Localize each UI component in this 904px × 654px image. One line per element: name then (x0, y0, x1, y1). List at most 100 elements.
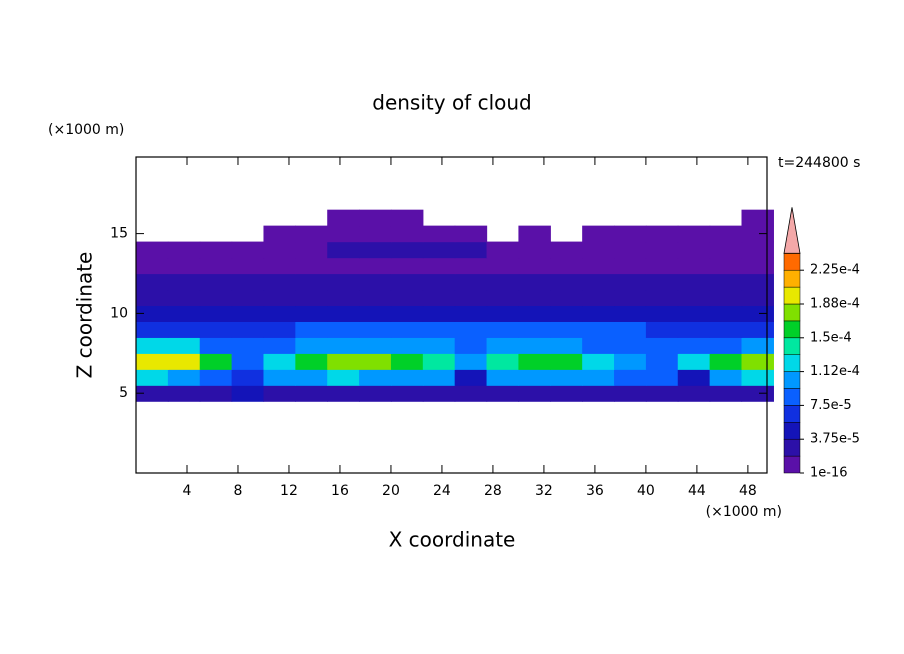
contour-cell (518, 289, 551, 307)
contour-cell (518, 353, 551, 370)
contour-cell (327, 289, 360, 307)
contour-cell (295, 337, 328, 354)
contour-cell (645, 321, 679, 338)
contour-cell (518, 337, 551, 354)
contour-cell (136, 305, 169, 322)
contour-cell (295, 257, 328, 275)
x-tick-label: 24 (433, 483, 451, 499)
contour-cell (390, 225, 424, 243)
contour-cell (327, 209, 360, 227)
contour-cell (359, 289, 392, 307)
contour-cell (741, 337, 774, 354)
contour-cell (422, 273, 456, 291)
contour-cell (231, 289, 265, 307)
contour-cell (709, 289, 743, 307)
x-tick-label: 28 (484, 483, 502, 499)
contour-cell (231, 273, 265, 291)
contour-cell (136, 385, 169, 402)
contour-cell (614, 257, 647, 275)
contour-cell (741, 209, 774, 227)
contour-cell (677, 385, 711, 402)
contour-cell (582, 385, 615, 402)
contour-cell (327, 337, 360, 354)
contour-cell (295, 385, 328, 402)
colorbar-band (783, 253, 801, 271)
contour-cell (136, 369, 169, 386)
contour-cell (231, 321, 265, 338)
x-unit: (×1000 m) (706, 504, 782, 520)
x-tick-label: 12 (280, 483, 298, 499)
contour-cell (518, 257, 551, 275)
x-tick-label: 4 (183, 483, 192, 499)
contour-cell (614, 385, 647, 402)
contour-cell (359, 241, 392, 259)
contour-cell (454, 353, 488, 370)
contour-cell (422, 305, 456, 322)
time-label: t=244800 s (778, 155, 860, 171)
y-unit: (×1000 m) (48, 122, 124, 138)
contour-cell (167, 321, 201, 338)
contour-cell (136, 241, 169, 259)
contour-cell (582, 225, 615, 243)
contour-cell (263, 257, 296, 275)
contour-cell (390, 337, 424, 354)
contour-cell (167, 305, 201, 322)
contour-cell (327, 273, 360, 291)
contour-cell (741, 305, 774, 322)
contour-cell (741, 241, 774, 259)
contour-cell (422, 225, 456, 243)
y-tick-label: 10 (110, 305, 128, 321)
contour-cell (614, 289, 647, 307)
contour-cell (390, 369, 424, 386)
contour-cell (614, 273, 647, 291)
contour-cell (199, 257, 233, 275)
contour-cell (709, 353, 743, 370)
contour-cell (454, 241, 488, 259)
x-tick-label: 48 (739, 483, 757, 499)
contour-cell (454, 337, 488, 354)
contour-cell (136, 353, 169, 370)
contour-cell (199, 337, 233, 354)
contour-cell (741, 273, 774, 291)
contour-cell (741, 353, 774, 370)
contour-cell (709, 321, 743, 338)
contour-cell (741, 257, 774, 275)
contour-cell (709, 369, 743, 386)
contour-cell (582, 353, 615, 370)
contour-cell (231, 385, 265, 402)
contour-cell (422, 257, 456, 275)
contour-cell (677, 273, 711, 291)
contour-cell (582, 241, 615, 259)
colorbar-band (783, 422, 801, 440)
contour-cell (359, 305, 392, 322)
contour-cell (614, 337, 647, 354)
contour-cell (486, 305, 520, 322)
contour-cell (422, 369, 456, 386)
contour-cell (454, 225, 488, 243)
x-tick-label: 8 (234, 483, 243, 499)
contour-cell (677, 225, 711, 243)
contour-cell (486, 257, 520, 275)
contour-cell (136, 289, 169, 307)
contour-cell (550, 321, 583, 338)
contour-cell (390, 289, 424, 307)
contour-cell (167, 353, 201, 370)
contour-cell (518, 369, 551, 386)
colorbar-band (783, 269, 801, 288)
contour-cell (645, 257, 679, 275)
contour-cell (486, 289, 520, 307)
contour-cell (199, 289, 233, 307)
contour-cell (454, 273, 488, 291)
contour-cell (741, 385, 774, 402)
contour-cell (645, 385, 679, 402)
colorbar-tick-label: 1.88e-4 (810, 297, 860, 312)
contour-cell (614, 225, 647, 243)
colorbar-tick-label: 7.5e-5 (810, 398, 852, 413)
contour-cell (582, 337, 615, 354)
contour-cell (645, 369, 679, 386)
contour-cell (645, 273, 679, 291)
colorbar-tick-label: 1.5e-4 (810, 330, 852, 345)
contour-cell (454, 369, 488, 386)
colorbar-tick-label: 1e-16 (810, 466, 848, 481)
colorbar-band (783, 354, 801, 372)
